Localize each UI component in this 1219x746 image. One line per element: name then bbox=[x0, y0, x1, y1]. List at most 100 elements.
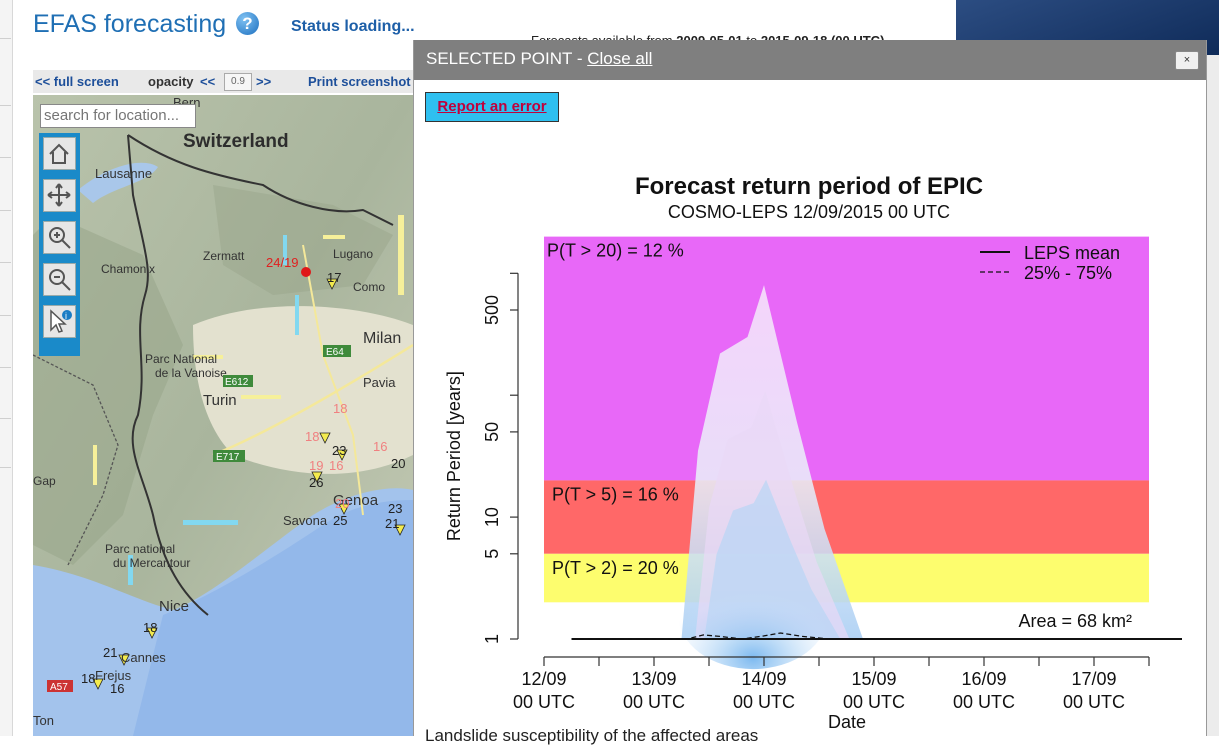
svg-text:de la Vanoise: de la Vanoise bbox=[155, 366, 227, 380]
close-icon[interactable]: × bbox=[1175, 51, 1199, 70]
svg-text:24/19: 24/19 bbox=[266, 255, 299, 270]
x-tick-label: 16/09 bbox=[961, 669, 1006, 689]
probability-band bbox=[544, 236, 1149, 481]
zoom-in-icon[interactable] bbox=[43, 221, 76, 254]
y-axis-label: Return Period [years] bbox=[444, 371, 464, 541]
y-tick-label: 50 bbox=[482, 422, 502, 442]
area-annotation: Area = 68 km² bbox=[1018, 611, 1132, 631]
selected-point-popup: SELECTED POINT - Close all × Report an e… bbox=[413, 40, 1207, 745]
opacity-label: opacity bbox=[148, 74, 194, 89]
opacity-value[interactable]: 0.9 bbox=[224, 73, 252, 91]
location-search-input[interactable] bbox=[40, 104, 196, 128]
x-tick-label-time: 00 UTC bbox=[513, 692, 575, 712]
svg-text:Como: Como bbox=[353, 280, 385, 294]
left-panel-edge bbox=[0, 0, 13, 736]
y-tick-label: 500 bbox=[482, 295, 502, 325]
full-screen-link[interactable]: << full screen bbox=[35, 74, 119, 89]
band-label: P(T > 2) = 20 % bbox=[552, 558, 679, 578]
svg-text:E64: E64 bbox=[326, 347, 344, 358]
svg-text:A57: A57 bbox=[50, 682, 68, 693]
x-tick-label: 12/09 bbox=[521, 669, 566, 689]
svg-text:23: 23 bbox=[388, 501, 402, 516]
svg-text:21: 21 bbox=[385, 516, 399, 531]
band-label: P(T > 5) = 16 % bbox=[552, 484, 679, 504]
right-scroll-area bbox=[1206, 55, 1219, 736]
legend-entry: LEPS mean bbox=[1024, 243, 1120, 263]
svg-text:20: 20 bbox=[391, 456, 405, 471]
home-icon[interactable] bbox=[43, 137, 76, 170]
svg-text:25: 25 bbox=[333, 513, 347, 528]
opacity-increase[interactable]: >> bbox=[256, 74, 272, 89]
svg-text:18: 18 bbox=[81, 671, 95, 686]
y-tick-label: 5 bbox=[482, 549, 502, 559]
y-tick-label: 1 bbox=[482, 634, 502, 644]
popup-title-prefix: SELECTED POINT - bbox=[426, 49, 588, 68]
svg-text:20: 20 bbox=[335, 496, 349, 511]
svg-text:Pavia: Pavia bbox=[363, 375, 396, 390]
svg-text:19: 19 bbox=[309, 458, 323, 473]
svg-text:Savona: Savona bbox=[283, 513, 328, 528]
svg-text:E717: E717 bbox=[216, 452, 240, 463]
point-info-icon[interactable]: i bbox=[43, 305, 76, 338]
svg-text:16: 16 bbox=[110, 681, 124, 696]
print-screenshot-link[interactable]: Print screenshot bbox=[308, 74, 411, 89]
x-tick-label: 15/09 bbox=[851, 669, 896, 689]
popup-header: SELECTED POINT - Close all × bbox=[414, 40, 1206, 80]
svg-text:18: 18 bbox=[143, 620, 157, 635]
x-tick-label-time: 00 UTC bbox=[623, 692, 685, 712]
svg-text:Parc National: Parc National bbox=[145, 352, 217, 366]
iqr-line bbox=[571, 632, 831, 640]
svg-text:Switzerland: Switzerland bbox=[183, 131, 289, 152]
svg-text:Ton: Ton bbox=[33, 713, 54, 728]
svg-text:Zermatt: Zermatt bbox=[203, 249, 245, 263]
x-tick-label-time: 00 UTC bbox=[953, 692, 1015, 712]
svg-text:i: i bbox=[65, 311, 67, 321]
svg-text:E612: E612 bbox=[225, 377, 249, 388]
app-title: EFAS forecasting bbox=[33, 10, 227, 38]
report-error-button[interactable]: Report an error bbox=[425, 92, 559, 122]
pan-icon[interactable] bbox=[43, 179, 76, 212]
svg-text:Parc national: Parc national bbox=[105, 542, 175, 556]
svg-text:17: 17 bbox=[327, 270, 341, 285]
svg-text:21: 21 bbox=[103, 645, 117, 660]
close-all-link[interactable]: Close all bbox=[587, 49, 653, 68]
svg-text:Gap: Gap bbox=[33, 474, 56, 488]
svg-text:Lausanne: Lausanne bbox=[95, 166, 152, 181]
x-tick-label-time: 00 UTC bbox=[843, 692, 905, 712]
y-tick-label: 10 bbox=[482, 507, 502, 527]
svg-text:Nice: Nice bbox=[159, 598, 189, 615]
svg-text:Lugano: Lugano bbox=[333, 247, 373, 261]
landslide-text: Landslide susceptibility of the affected… bbox=[425, 726, 759, 745]
svg-text:Cannes: Cannes bbox=[121, 650, 166, 665]
svg-text:Frejus: Frejus bbox=[95, 668, 132, 683]
svg-text:Chamonix: Chamonix bbox=[101, 262, 155, 276]
svg-text:Turin: Turin bbox=[203, 392, 237, 409]
chart-title: Forecast return period of EPIC bbox=[635, 173, 983, 200]
svg-text:23: 23 bbox=[332, 443, 346, 458]
svg-text:26: 26 bbox=[309, 475, 323, 490]
return-period-chart: P(T > 20) = 12 % P(T > 5) = 16 % P(T > 2) … bbox=[444, 173, 1182, 728]
help-icon[interactable]: ? bbox=[236, 12, 259, 35]
opacity-decrease[interactable]: << bbox=[200, 74, 216, 89]
x-tick-label: 14/09 bbox=[741, 669, 786, 689]
map-tool-panel: i bbox=[39, 133, 80, 356]
svg-text:16: 16 bbox=[329, 458, 343, 473]
chart-subtitle: COSMO-LEPS 12/09/2015 00 UTC bbox=[668, 202, 950, 222]
svg-text:16: 16 bbox=[373, 439, 387, 454]
probability-band bbox=[544, 480, 1149, 554]
svg-text:Genoa: Genoa bbox=[333, 492, 379, 509]
band-label: P(T > 20) = 12 % bbox=[547, 241, 684, 261]
popup-title: SELECTED POINT - Close all bbox=[426, 49, 652, 69]
zoom-out-icon[interactable] bbox=[43, 263, 76, 296]
x-tick-label: 13/09 bbox=[631, 669, 676, 689]
x-tick-label-time: 00 UTC bbox=[733, 692, 795, 712]
status-text: Status loading... bbox=[291, 18, 415, 35]
x-tick-label-time: 00 UTC bbox=[1063, 692, 1125, 712]
legend-entry: 25% - 75% bbox=[1024, 263, 1112, 283]
svg-text:Milan: Milan bbox=[363, 330, 401, 347]
x-tick-label: 17/09 bbox=[1071, 669, 1116, 689]
map-view[interactable]: Bern Switzerland Lausanne Zermatt Chamon… bbox=[33, 95, 413, 736]
svg-text:18: 18 bbox=[333, 401, 347, 416]
x-axis-label: Date bbox=[828, 712, 866, 728]
svg-text:18: 18 bbox=[305, 429, 319, 444]
